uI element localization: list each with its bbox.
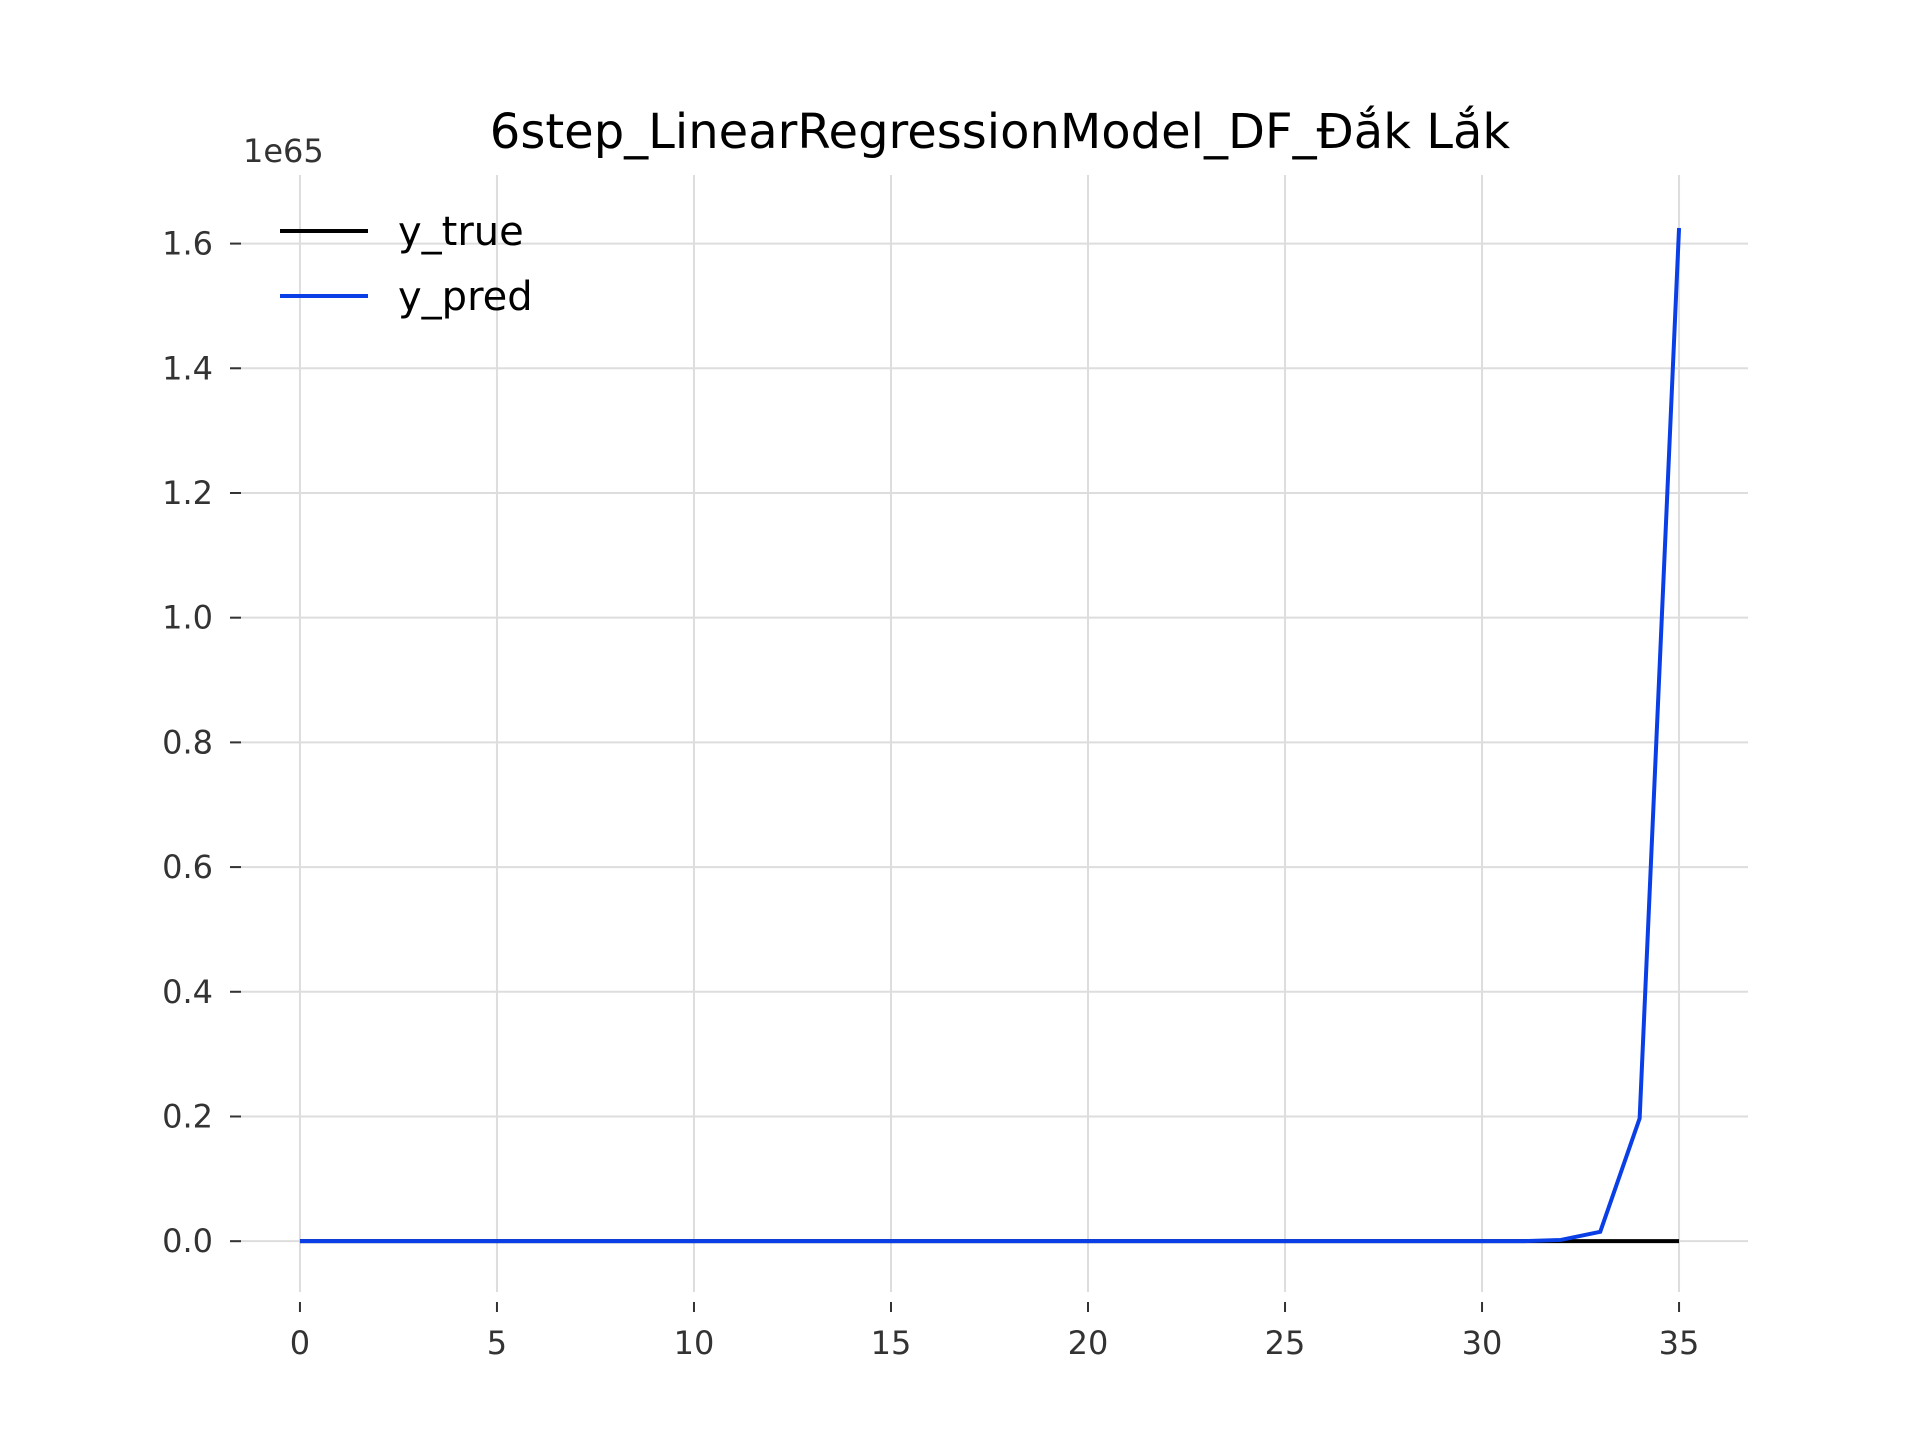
legend-label-y-true: y_true	[398, 209, 524, 255]
series-line-y-pred	[299, 227, 1682, 1244]
y-tick-label: 1.0	[162, 599, 213, 637]
y-tick-label: 0.8	[162, 723, 213, 761]
x-tick-label: 35	[1659, 1324, 1700, 1362]
series-lines	[299, 227, 1682, 1244]
y-tick-label: 0.2	[162, 1097, 213, 1135]
y-offset-label: 1e65	[243, 132, 324, 170]
x-tick-label: 30	[1462, 1324, 1503, 1362]
y-tick-label: 1.2	[162, 474, 213, 512]
legend: y_true y_pred	[280, 209, 533, 320]
x-tick-label: 20	[1068, 1324, 1109, 1362]
x-tick-label: 5	[487, 1324, 507, 1362]
x-tick-label: 0	[290, 1324, 310, 1362]
y-tick-label: 0.6	[162, 848, 213, 886]
y-tick-label: 0.0	[162, 1222, 213, 1260]
x-tick-label: 15	[871, 1324, 912, 1362]
axis-ticks: 0 5 10 15 20 25 30 35 0.0 0.2 0.4 0.6 0.8 1.0 1.2 1.4 1.…	[162, 225, 1699, 1362]
grid-lines	[231, 175, 1748, 1292]
x-tick-label: 25	[1265, 1324, 1306, 1362]
x-tick-label: 10	[674, 1324, 715, 1362]
legend-label-y-pred: y_pred	[398, 274, 533, 320]
y-tick-label: 0.4	[162, 973, 213, 1011]
chart-title: 6step_LinearRegressionModel_DF_Đắk Lắk	[490, 104, 1511, 160]
y-tick-label: 1.6	[162, 225, 213, 263]
y-tick-label: 1.4	[162, 349, 213, 387]
